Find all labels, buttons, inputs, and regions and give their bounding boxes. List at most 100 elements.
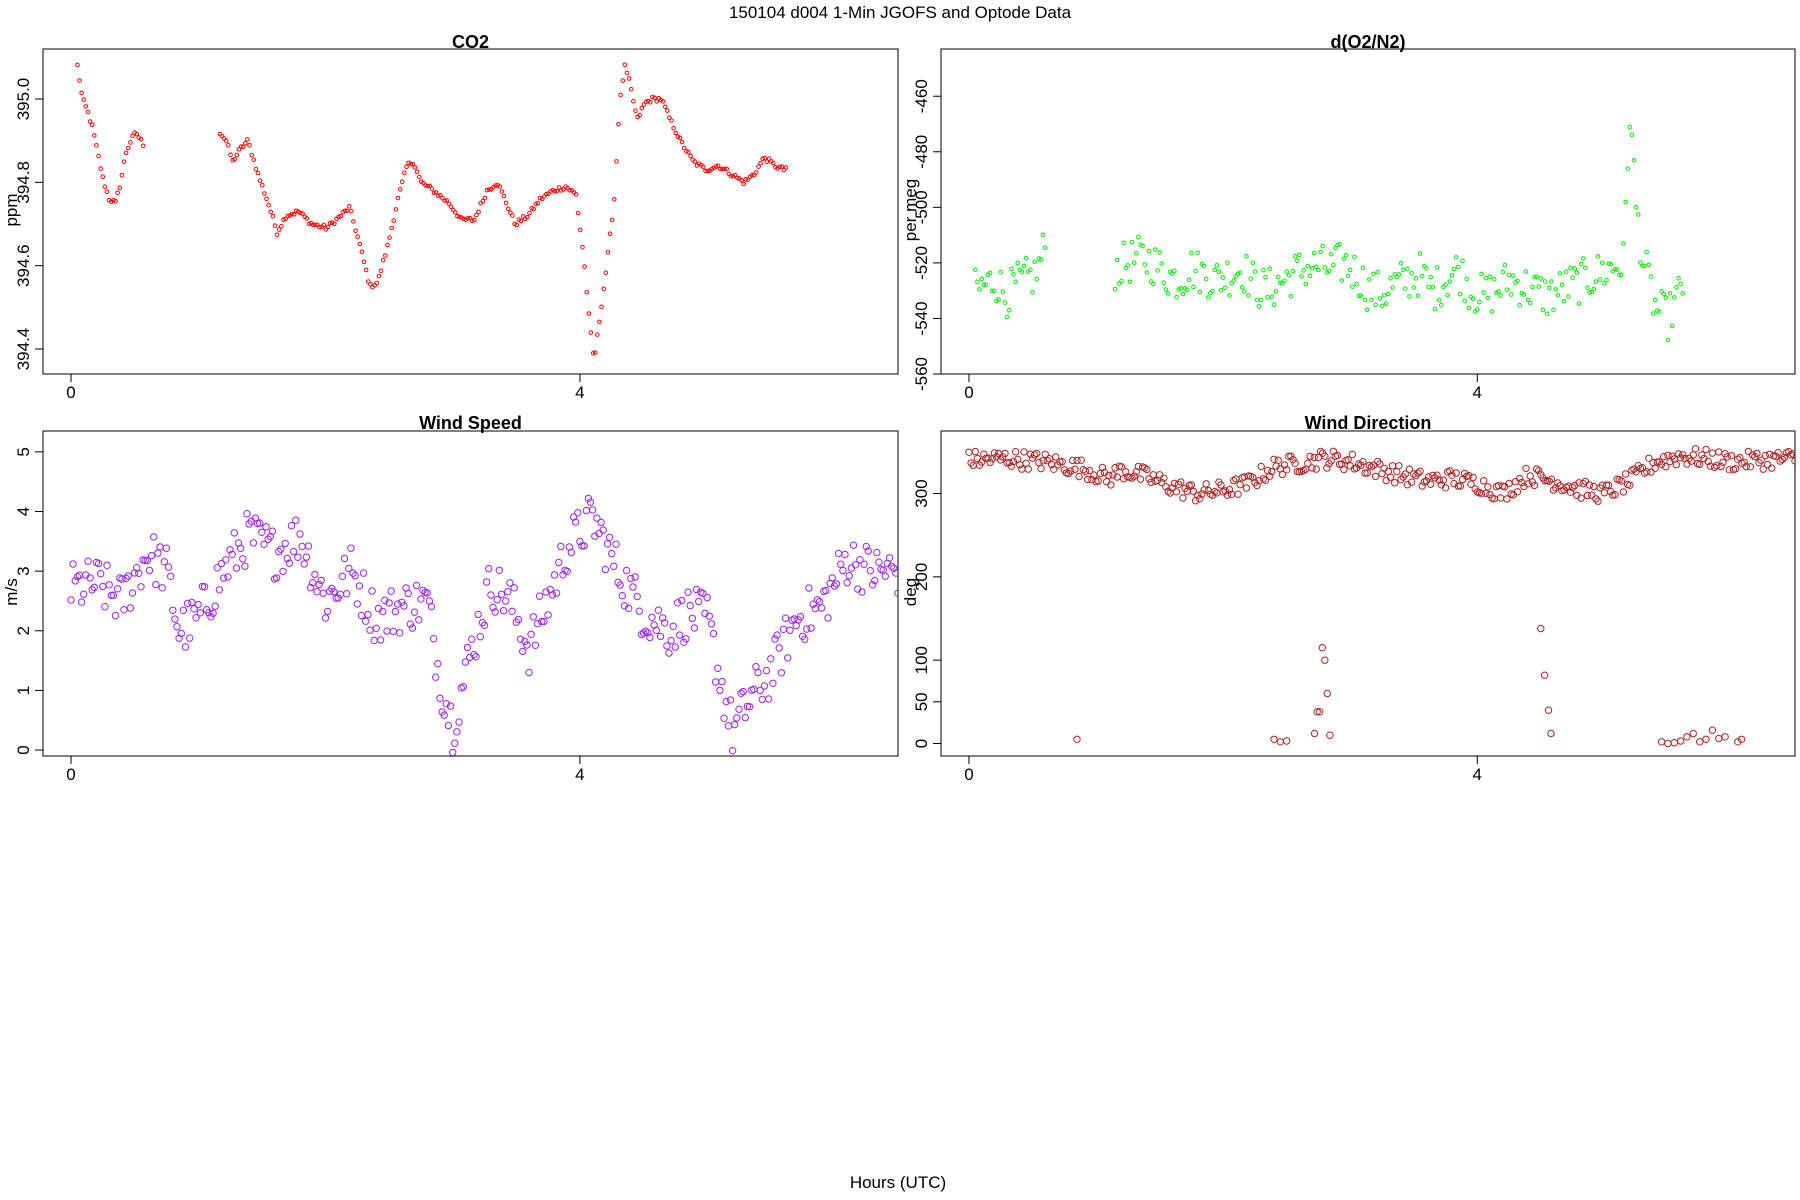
co2-point (391, 218, 397, 223)
o2n2-point (1650, 311, 1656, 316)
co2-point (783, 165, 789, 170)
ws-point (722, 697, 730, 706)
wd-point (1141, 464, 1149, 472)
o2n2-point (1256, 304, 1262, 309)
co2-point (773, 165, 778, 170)
wd-point (1450, 479, 1458, 488)
o2n2-y-tick-label: -460 (912, 79, 931, 113)
co2-point (637, 112, 643, 118)
figure-title: 150104 d004 1-Min JGOFS and Optode Data (729, 3, 1072, 22)
co2-point (654, 99, 660, 104)
ws-point (618, 592, 626, 600)
co2-point (628, 86, 634, 92)
co2-point (597, 319, 602, 325)
o2n2-point (1591, 287, 1597, 292)
o2n2-y-tick-label: -500 (912, 190, 931, 224)
o2n2-point (1222, 285, 1228, 291)
wd-point (1283, 466, 1291, 474)
o2n2-point (1013, 279, 1018, 285)
wd-point (1130, 472, 1138, 480)
co2-point (732, 172, 738, 178)
o2n2-point (1578, 261, 1584, 267)
ws-point (249, 539, 258, 547)
wd-point (1020, 448, 1028, 456)
wd-point (1719, 458, 1727, 466)
ws-point (735, 705, 743, 713)
ws-point (777, 669, 786, 677)
ws-point (858, 588, 866, 596)
ws-point (84, 557, 92, 565)
wd-point (1242, 484, 1251, 492)
o2n2-point (1553, 287, 1558, 292)
wd-point (1340, 465, 1348, 474)
co2-point (123, 150, 129, 156)
wd-point (1446, 467, 1454, 475)
o2n2-point (1288, 293, 1294, 299)
ws-point (580, 542, 588, 550)
ws-point (508, 607, 516, 615)
o2n2-point (1239, 284, 1245, 290)
co2-point (399, 179, 405, 184)
wd-point (1469, 473, 1477, 482)
ws-point (232, 564, 241, 572)
ws-point (164, 563, 173, 571)
ws-point (306, 583, 315, 592)
o2n2-point (1400, 267, 1406, 273)
ws-point (283, 554, 291, 563)
o2n2-point (1006, 307, 1012, 313)
co2-point (584, 290, 590, 295)
co2-point (728, 173, 734, 179)
ws-point (444, 721, 453, 730)
o2n2-y-axis-label: per meg (901, 179, 920, 241)
o2n2-point (1356, 293, 1361, 299)
co2-y-tick-label: 394.8 (14, 161, 33, 204)
o2n2-point (1233, 274, 1239, 279)
co2-point (395, 195, 401, 201)
ws-point (220, 574, 228, 582)
ws-point (860, 560, 868, 568)
wd-point (1433, 471, 1441, 479)
wd-point (1001, 449, 1009, 458)
wd-x-tick-label: 0 (964, 765, 973, 784)
co2-point (393, 207, 399, 212)
o2n2-point (1127, 279, 1133, 285)
o2n2-point (1180, 291, 1186, 297)
wd-point (1513, 488, 1522, 496)
o2n2-point (1114, 257, 1120, 263)
ws-point (803, 625, 811, 633)
wd-point (1776, 457, 1784, 465)
wd-point (1069, 456, 1077, 465)
o2n2-point (1021, 263, 1027, 269)
o2n2-point (1032, 259, 1037, 265)
o2n2-point (1174, 295, 1179, 300)
o2n2-point (1515, 278, 1520, 284)
ws-point (610, 562, 618, 570)
co2-point (582, 264, 587, 269)
ws-point (330, 588, 338, 596)
ws-point (379, 607, 387, 616)
wd-point (1657, 738, 1666, 746)
o2n2-point (992, 288, 997, 294)
wd-point (1143, 465, 1151, 474)
wd-point (1041, 450, 1049, 458)
co2-point (758, 161, 763, 166)
ws-point (871, 576, 879, 585)
co2-point (639, 105, 645, 111)
o2n2-point (1379, 303, 1385, 309)
ws-point (658, 614, 667, 622)
ws-point (862, 542, 870, 551)
co2-point (253, 166, 259, 172)
wd-point (1772, 452, 1780, 460)
ws-point (281, 539, 289, 548)
wd-x-tick-label: 4 (1473, 765, 1482, 784)
ws-point (171, 615, 179, 623)
wd-point (1168, 484, 1177, 492)
co2-point (125, 145, 131, 151)
wd-point (1429, 471, 1437, 480)
ws-point (275, 547, 283, 556)
ws-point (90, 583, 99, 591)
co2-point (692, 159, 698, 164)
ws-point (368, 587, 376, 595)
wd-point (1306, 452, 1314, 461)
o2n2-point (1146, 248, 1152, 254)
